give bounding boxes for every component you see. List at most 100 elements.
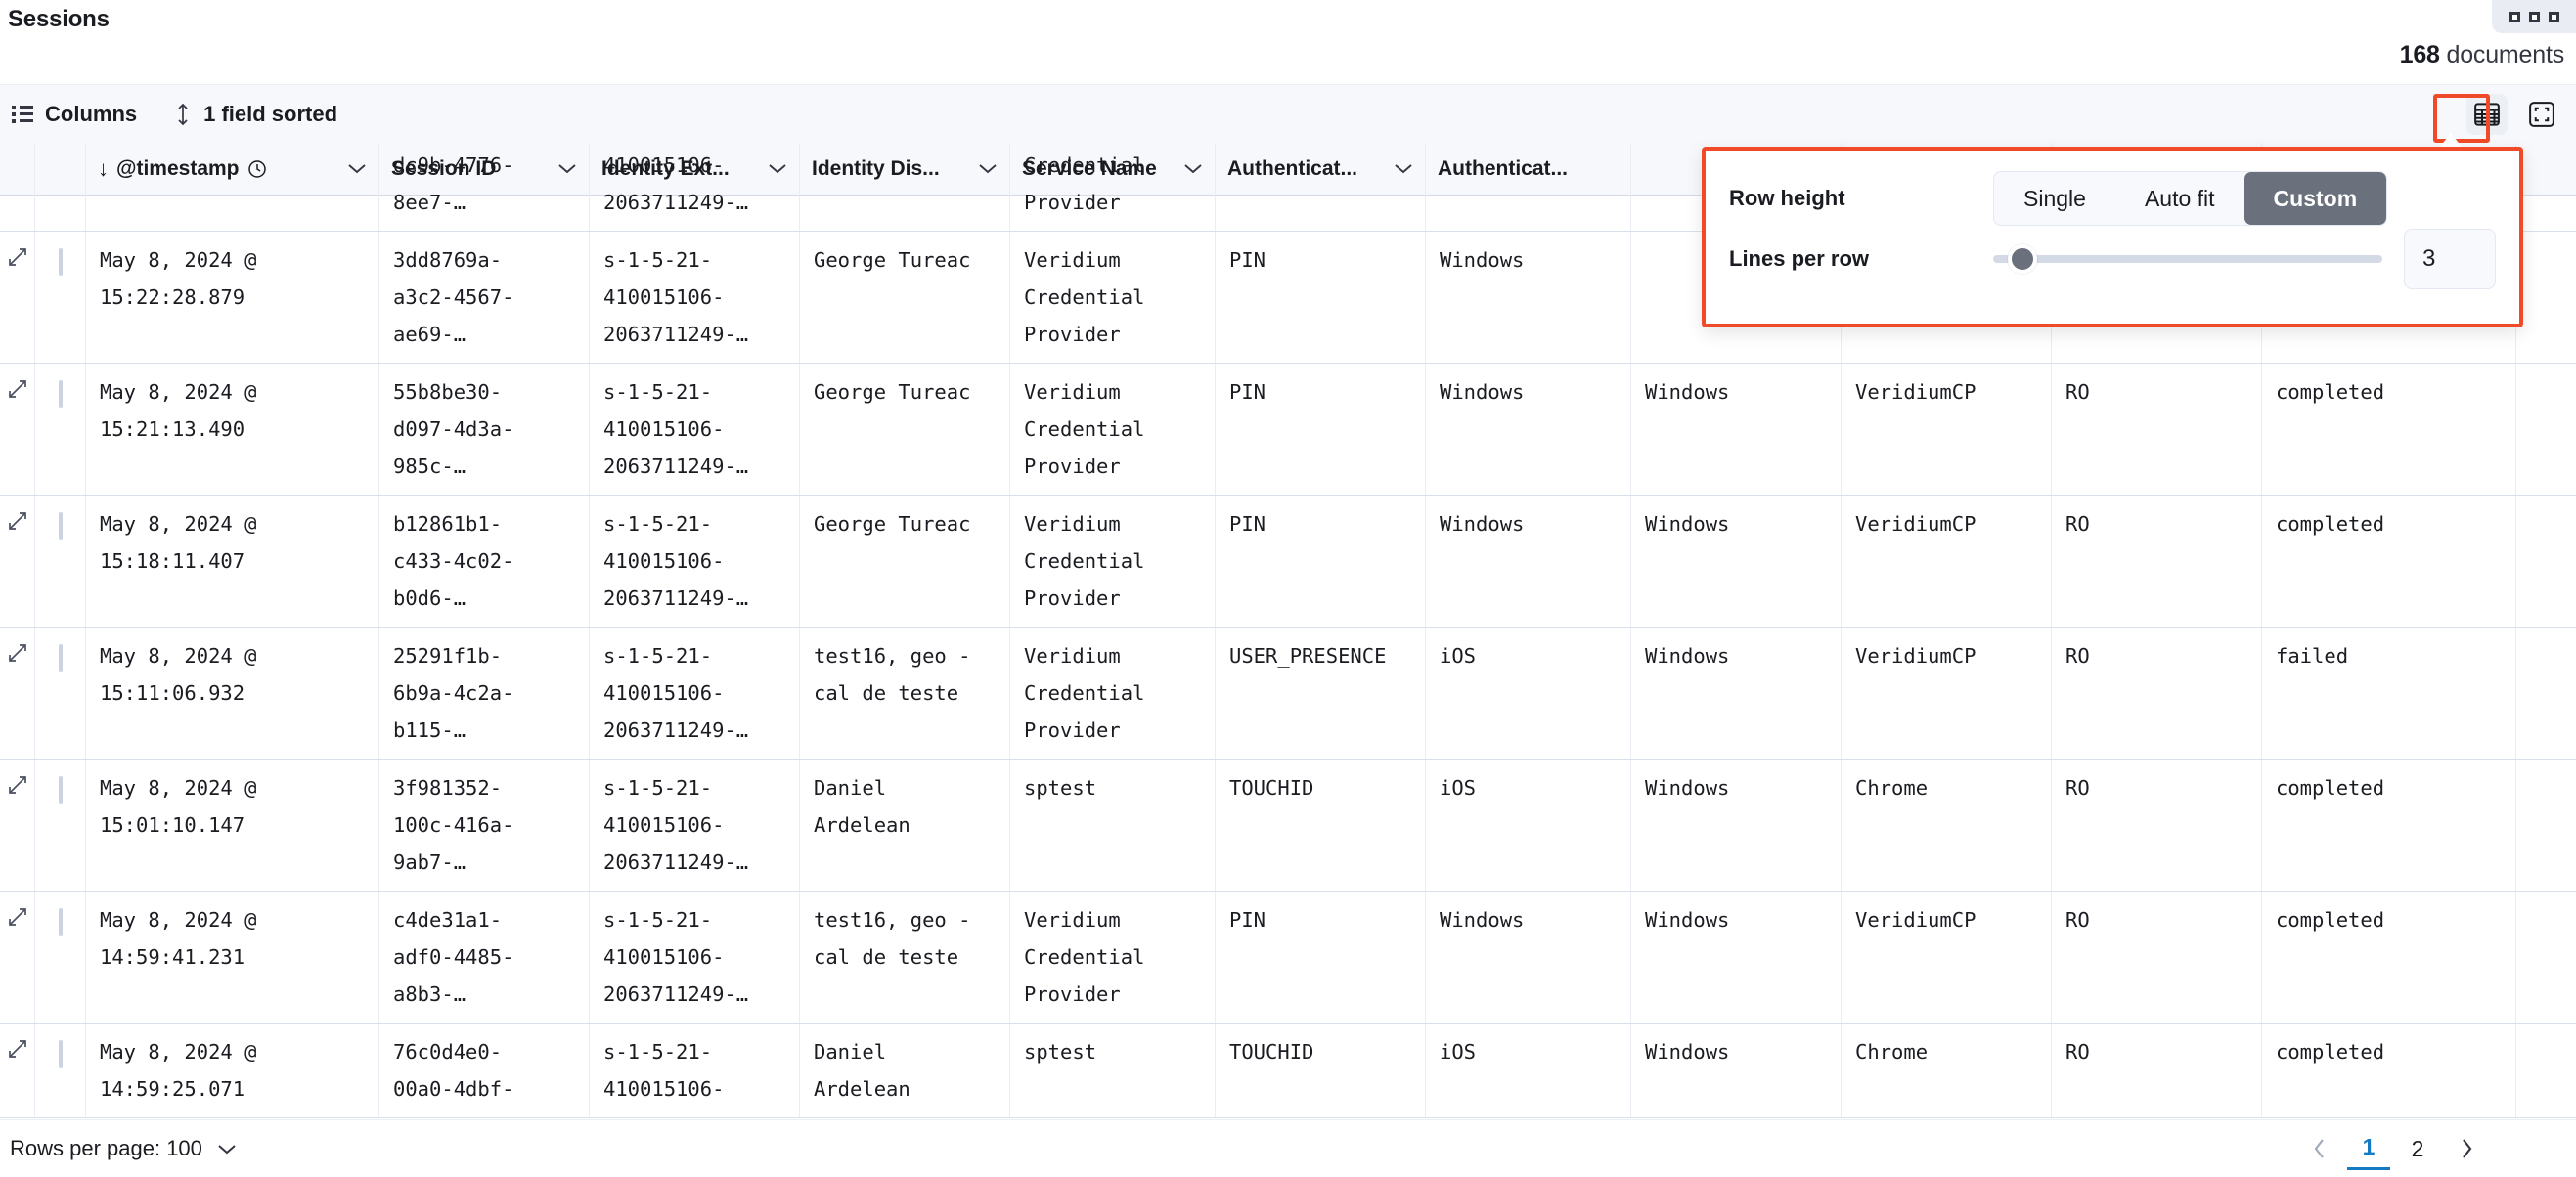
table-cell: s-1-5-21- 410015106- 2063711249-… [590,628,800,759]
row-checkbox[interactable] [58,908,63,936]
row-expand-cell[interactable] [0,628,35,759]
handle-square-2 [2528,11,2540,22]
table-row[interactable]: May 8, 2024 @ 15:21:13.490 55b8be30- d097… [0,364,2576,496]
table-cell: USER_PRESENCE [1216,628,1426,759]
rows-per-page-button[interactable]: Rows per page: 100 [10,1136,238,1161]
expand-row-button[interactable] [6,639,29,676]
row-expand-cell[interactable] [0,364,35,495]
page-title: Sessions [8,6,110,32]
column-menu-chevron-icon[interactable] [968,157,998,181]
row-checkbox[interactable] [58,512,63,540]
row-select-cell[interactable] [35,628,86,759]
table-cell: completed [2262,892,2516,1023]
page-2-button[interactable]: 2 [2411,1135,2424,1161]
lines-per-row-slider-wrap [1993,244,2404,274]
expand-row-icon[interactable] [6,377,29,401]
table-cell: Daniel Ardelean [800,760,1010,891]
table-cell: PIN [1216,496,1426,627]
row-expand-cell[interactable] [0,892,35,1023]
row-expand-cell[interactable] [0,496,35,627]
fullscreen-icon[interactable] [2521,94,2562,135]
table-cell: Credential Provider [1010,143,1216,231]
row-height-option-single[interactable]: Single [2023,185,2086,211]
table-row[interactable]: May 8, 2024 @ 15:18:11.407 b12861b1- c433… [0,496,2576,628]
row-select-cell[interactable] [35,760,86,891]
columns-button[interactable]: Columns [6,85,143,144]
expand-row-button[interactable] [6,375,29,413]
row-height-segmented-control[interactable]: Single Auto fit Custom [1993,171,2388,226]
row-checkbox[interactable] [58,248,63,276]
slider-knob[interactable] [2007,244,2037,274]
column-menu-chevron-icon[interactable] [548,157,577,181]
table-cell [86,143,379,231]
table-row[interactable]: May 8, 2024 @ 14:59:41.231 c4de31a1- adf0… [0,892,2576,1024]
sort-icon [174,103,192,126]
table-cell: Windows [1631,760,1842,891]
row-select-cell[interactable] [35,496,86,627]
data-grid: ↓ @timestamp Session ID Identity Ext... Iden… [0,143,2576,1119]
table-row[interactable]: May 8, 2024 @ 14:59:25.071 76c0d4e0- 00a0… [0,1024,2576,1118]
expand-row-icon[interactable] [6,1037,29,1061]
table-cell: Windows [1426,232,1631,363]
row-checkbox[interactable] [58,1040,63,1068]
row-expand-cell[interactable] [0,143,35,231]
column-menu-chevron-icon[interactable] [1384,157,1413,181]
expand-row-icon[interactable] [6,641,29,665]
table-row[interactable]: May 8, 2024 @ 15:22:28.879 3dd8769a- a3c2… [0,232,2576,364]
expand-row-icon[interactable] [6,905,29,929]
column-menu-chevron-icon[interactable] [337,157,367,181]
table-cell: Veridium Credential Provider [1010,892,1216,1023]
lines-per-row-label: Lines per row [1729,246,1870,271]
expand-row-icon[interactable] [6,773,29,797]
table-row[interactable]: dc9b-4776- 8ee7-… 410015106- 2063711249-…… [0,143,2576,232]
row-select-cell[interactable] [35,1024,86,1117]
table-cell: May 8, 2024 @ 15:22:28.879 [86,232,379,363]
table-cell: s-1-5-21- 410015106- [590,1024,800,1117]
row-expand-cell[interactable] [0,1024,35,1117]
column-menu-chevron-icon[interactable] [1174,157,1203,181]
table-cell: Windows [1631,628,1842,759]
row-height-label: Row height [1729,186,1845,210]
lines-per-row-setting: Lines per row 3 [1729,229,2496,289]
table-cell: 25291f1b- 6b9a-4c2a- b115-… [379,628,590,759]
expand-row-button[interactable] [6,1035,29,1072]
table-cell: Daniel Ardelean [800,1024,1010,1117]
table-row[interactable]: May 8, 2024 @ 15:11:06.932 25291f1b- 6b9a… [0,628,2576,760]
handle-square-3 [2548,11,2559,22]
row-expand-cell[interactable] [0,760,35,891]
panel-titlebar: Sessions 168 documents [0,0,2576,68]
row-select-cell[interactable] [35,892,86,1023]
row-height-option-auto-fit[interactable]: Auto fit [2144,185,2215,211]
row-checkbox[interactable] [58,776,63,804]
expand-row-icon[interactable] [6,509,29,533]
lines-per-row-input[interactable]: 3 [2404,229,2496,289]
panel-menu-handle-icon[interactable] [2492,0,2576,33]
table-cell: b12861b1- c433-4c02- b0d6-… [379,496,590,627]
row-height-option-custom[interactable]: Custom [2243,172,2387,225]
chevron-down-icon [216,1136,238,1161]
row-expand-cell[interactable] [0,232,35,363]
expand-row-button[interactable] [6,507,29,545]
display-options-icon[interactable] [2466,93,2508,135]
document-count-label: documents [2446,41,2565,68]
expand-row-button[interactable] [6,771,29,808]
table-row[interactable]: May 8, 2024 @ 15:01:10.147 3f981352- 100c… [0,760,2576,892]
expand-row-button[interactable] [6,243,29,281]
row-select-cell[interactable] [35,143,86,231]
expand-row-icon[interactable] [6,245,29,269]
row-checkbox[interactable] [58,644,63,672]
page-1-button[interactable]: 1 [2347,1127,2390,1170]
table-cell: RO [2052,364,2262,495]
row-checkbox[interactable] [58,380,63,408]
sort-fields-button[interactable]: 1 field sorted [168,85,343,144]
row-select-cell[interactable] [35,364,86,495]
table-cell: test16, geo - cal de teste [800,628,1010,759]
table-cell: RO [2052,1024,2262,1117]
chevron-left-icon[interactable] [2298,1127,2341,1170]
expand-row-button[interactable] [6,903,29,940]
chevron-right-icon[interactable] [2445,1127,2488,1170]
lines-per-row-slider[interactable] [1993,244,2382,274]
row-select-cell[interactable] [35,232,86,363]
column-menu-chevron-icon[interactable] [758,157,787,181]
